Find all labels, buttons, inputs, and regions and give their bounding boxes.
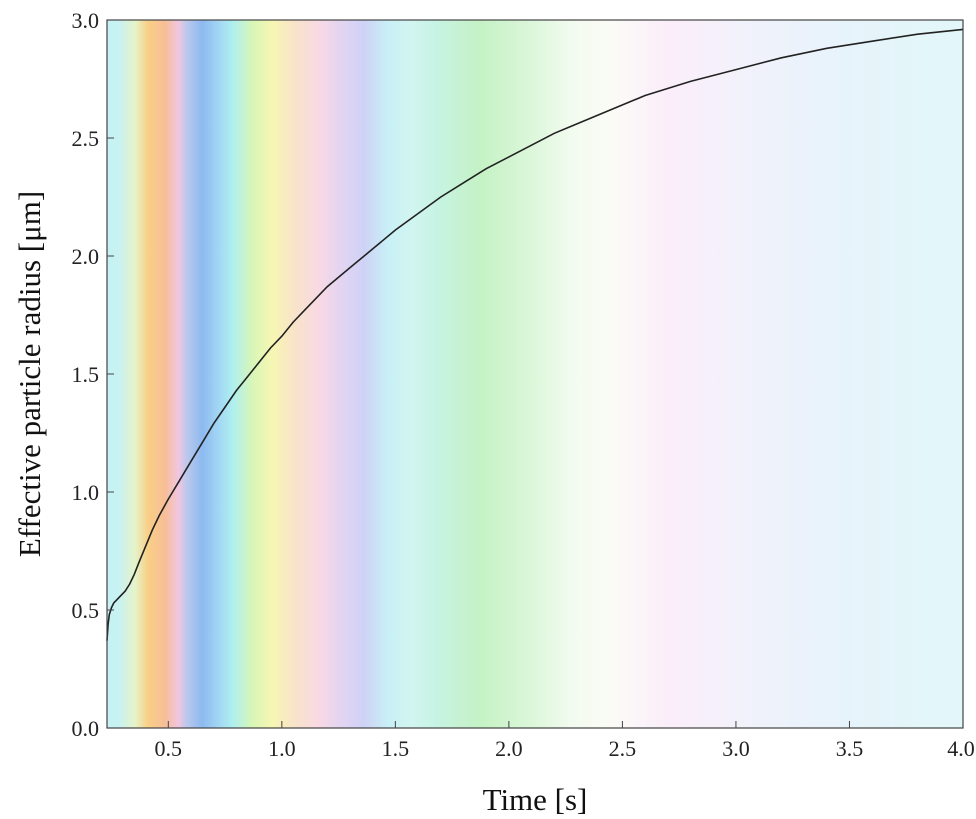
y-tick-label: 2.5 xyxy=(72,126,100,151)
x-tick-label: 4.0 xyxy=(947,736,975,761)
y-tick-label: 1.0 xyxy=(72,480,100,505)
y-axis-label: Effective particle radius [μm] xyxy=(12,191,47,557)
y-tick-label: 3.0 xyxy=(72,8,100,33)
x-tick-label: 2.5 xyxy=(609,736,637,761)
plot-background xyxy=(107,20,963,728)
x-axis: 0.5 1.0 1.5 2.0 2.5 3.0 3.5 4.0 xyxy=(155,721,975,761)
y-tick-label: 0.0 xyxy=(72,716,100,741)
x-tick-label: 3.0 xyxy=(722,736,750,761)
x-axis-label: Time [s] xyxy=(483,782,588,817)
x-tick-label: 0.5 xyxy=(155,736,183,761)
x-tick-label: 1.5 xyxy=(382,736,410,761)
y-tick-label: 1.5 xyxy=(72,362,100,387)
x-tick-label: 3.5 xyxy=(836,736,864,761)
y-tick-label: 0.5 xyxy=(72,598,100,623)
y-axis: 0.0 0.5 1.0 1.5 2.0 2.5 3.0 xyxy=(72,8,114,741)
series-line xyxy=(106,28,964,641)
y-tick-label: 2.0 xyxy=(72,244,100,269)
x-tick-label: 2.0 xyxy=(495,736,523,761)
x-tick-label: 1.0 xyxy=(268,736,296,761)
